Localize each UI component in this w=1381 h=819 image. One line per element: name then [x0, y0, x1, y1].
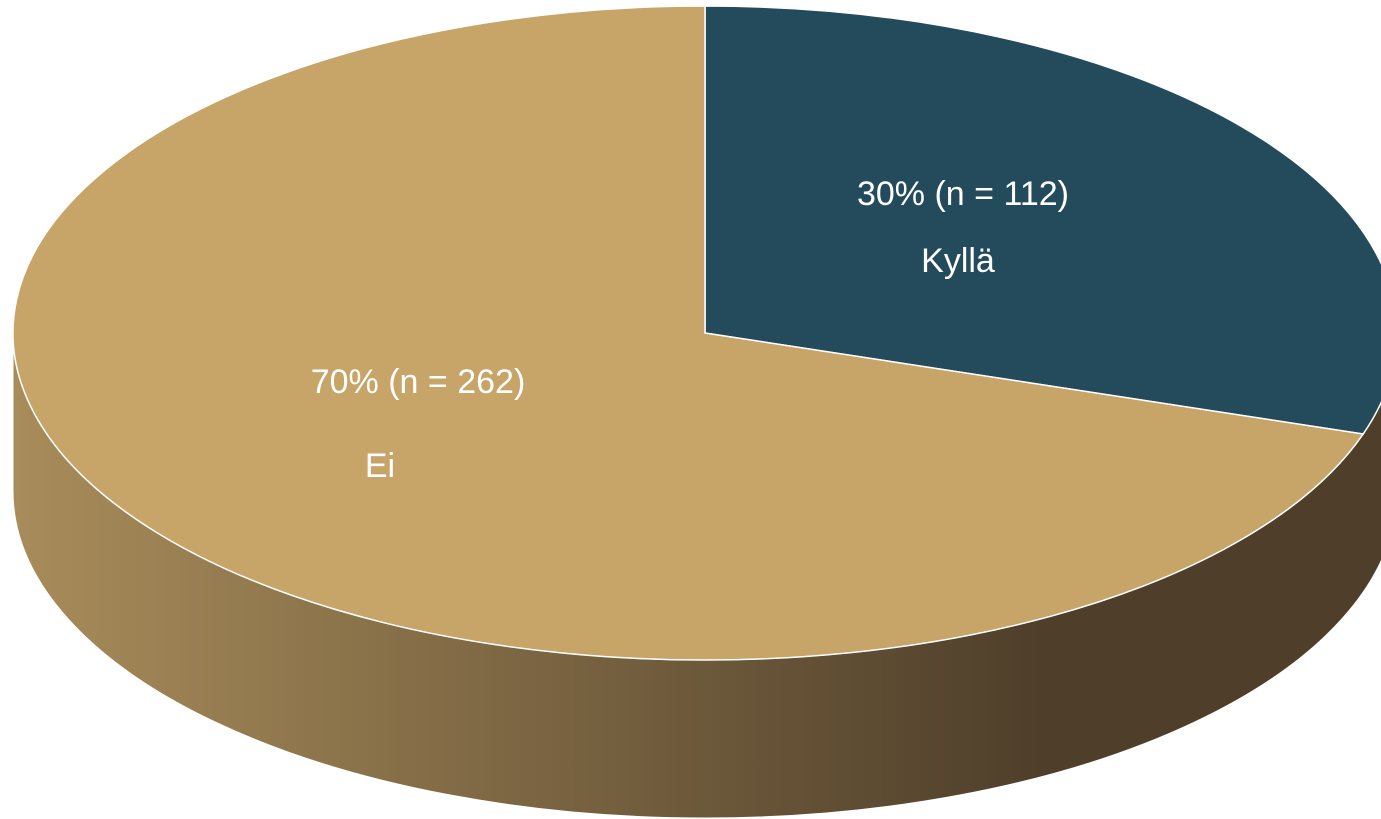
slice-value-label-kylla: 30% (n = 112) — [857, 175, 1069, 213]
pie-slices — [13, 6, 1381, 660]
slice-category-label-ei: Ei — [365, 447, 395, 485]
slice-category-label-kylla: Kyllä — [921, 242, 995, 280]
slice-value-label-ei: 70% (n = 262) — [311, 363, 526, 401]
